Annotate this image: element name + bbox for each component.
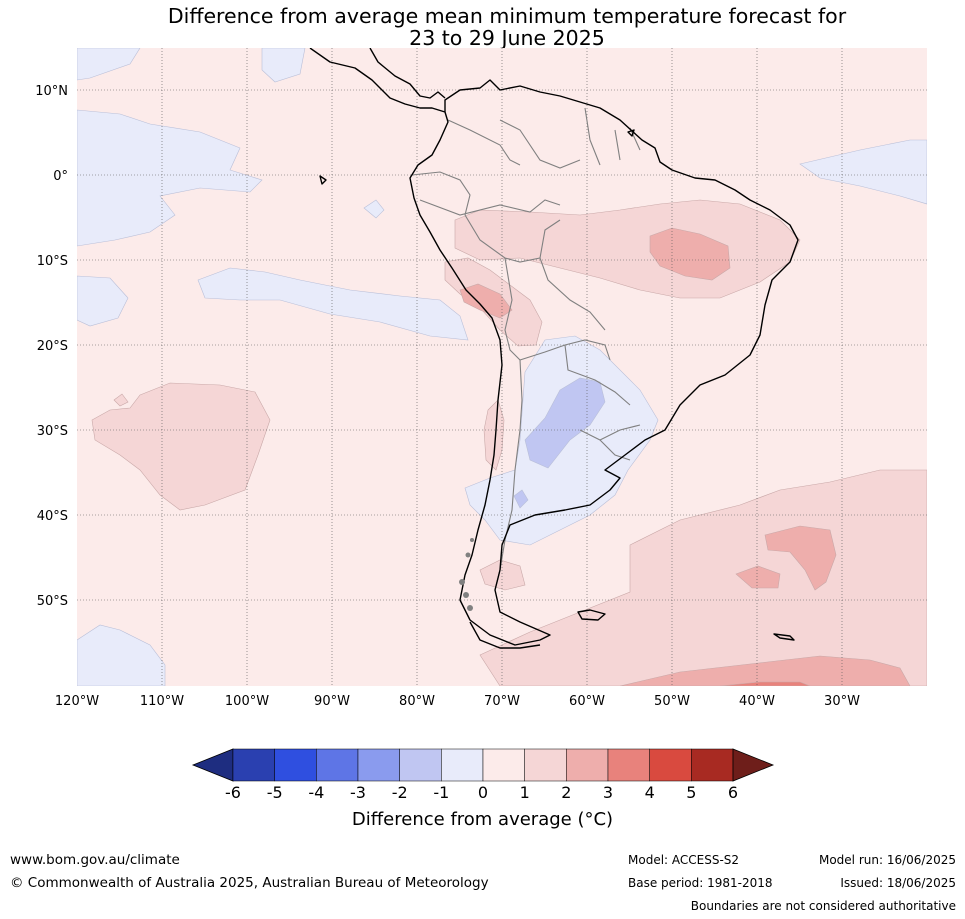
colorbar-arrow-high [732,748,775,782]
footer-url: www.bom.gov.au/climate [10,852,180,868]
chart-title: Difference from average mean minimum tem… [77,5,937,49]
footer-disclaimer: Boundaries are not considered authoritat… [690,899,956,913]
anomaly-region-andes-peru-core [459,283,513,319]
anomaly-region-south-band-core [619,655,911,686]
footer-copyright: © Commonwealth of Australia 2025, Austra… [10,875,489,891]
colorbar-tick-label: -6 [225,783,241,802]
colorbar-tick-label: 3 [603,783,613,802]
lat-label-20s: 20°S [37,339,68,354]
coastline-galapagos [319,175,327,185]
colorbar-bin [649,748,692,782]
coastline-central-america-pacific [309,48,446,113]
coastline-falklands [577,609,606,621]
lon-label-100w: 100°W [225,694,269,709]
lon-label-90w: 90°W [314,694,350,709]
lat-label-50s: 50°S [37,594,68,609]
colorbar-bin [274,748,317,782]
colorbar: -6 -5 -4 -3 -2 -1 0 1 2 3 4 5 6 [191,748,775,802]
anomaly-region-south-atlantic-core-2 [735,565,781,589]
colorbar-tick-label: 2 [561,783,571,802]
colorbar-bin [316,748,359,782]
country-borders [411,107,641,591]
anomaly-region-paraguay-core [524,377,606,469]
lon-label-120w: 120°W [55,694,99,709]
footer-model: Model: ACCESS-S2 [628,853,740,867]
latitude-labels: 10°N 0° 10°S 20°S 30°S 40°S 50°S [35,84,68,609]
colorbar-bin [607,748,650,782]
lon-label-50w: 50°W [654,694,690,709]
colorbar-bin [357,748,400,782]
lon-label-80w: 80°W [399,694,435,709]
coastline-south-georgia [773,633,795,641]
anomaly-region-southwest-corner [77,624,166,686]
anomaly-region-west-equatorial [77,109,263,247]
colorbar-bin [691,748,734,782]
colorbar-tick-label: -1 [433,783,449,802]
lon-label-70w: 70°W [484,694,520,709]
colorbar-label: Difference from average (°C) [351,809,614,830]
footer-issued: Issued: 18/06/2025 [840,876,956,890]
lon-label-40w: 40°W [739,694,775,709]
anomaly-region-far-west-south [77,275,129,327]
coastline-tierra-del-fuego [469,621,541,649]
coastline-south-america [409,79,799,646]
colorbar-tick-label: 1 [520,783,530,802]
anomaly-region-south-atlantic-core-1 [764,525,837,591]
map-panel [77,48,927,686]
anomaly-region-northwest-corner [77,48,141,81]
longitude-labels: 120°W 110°W 100°W 90°W 80°W 70°W 60°W 50… [55,694,860,709]
lon-label-60w: 60°W [569,694,605,709]
lat-label-0: 0° [53,169,68,184]
colorbar-bin [441,748,484,782]
anomaly-region-pacific-islet [113,393,129,407]
anomaly-region-south-atlantic [479,469,927,686]
title-line-2: 23 to 29 June 2025 [409,26,605,50]
positive-anomaly-regions [91,199,927,686]
anomaly-region-northeast [799,139,927,205]
colorbar-tick-label: 6 [728,783,738,802]
coastline-central-america-caribbean [369,48,446,99]
colorbar-tick-label: 0 [478,783,488,802]
chilean-fjords [459,538,474,611]
graticule [77,48,927,686]
colorbar-bin [566,748,609,782]
colorbar-bin [399,748,442,782]
lat-label-30s: 30°S [37,424,68,439]
lat-label-40s: 40°S [37,509,68,524]
coastline-marajo [627,129,635,137]
colorbar-bin [482,748,525,782]
colorbar-bin [232,748,275,782]
colorbar-bin [524,748,567,782]
footer-base-period: Base period: 1981-2018 [628,876,773,890]
colorbar-tick-label: -5 [267,783,283,802]
title-line-1: Difference from average mean minimum tem… [167,4,847,28]
lat-label-10n: 10°N [35,84,68,99]
colorbar-tick-label: -4 [308,783,324,802]
lon-label-110w: 110°W [140,694,184,709]
anomaly-region-north-small [261,48,306,83]
anomaly-region-southeast-pacific [91,382,271,511]
anomaly-region-south-patagonia [479,559,526,591]
colorbar-tick-label: -2 [392,783,408,802]
coastlines [309,48,799,649]
lon-label-30w: 30°W [824,694,860,709]
lat-label-10s: 10°S [37,254,68,269]
colorbar-tick-label: 5 [686,783,696,802]
anomaly-region-galapagos [363,199,385,219]
anomaly-region-tropical-band [197,267,469,341]
anomaly-region-chile-coast [483,399,505,471]
anomaly-region-patagonia-spot [513,489,529,509]
colorbar-arrow-low [191,748,234,782]
footer-model-run: Model run: 16/06/2025 [818,853,956,867]
anomaly-region-south-band-peak [719,681,811,686]
colorbar-tick-label: -3 [350,783,366,802]
anomaly-region-amazon-core [649,227,731,281]
colorbar-tick-label: 4 [645,783,655,802]
